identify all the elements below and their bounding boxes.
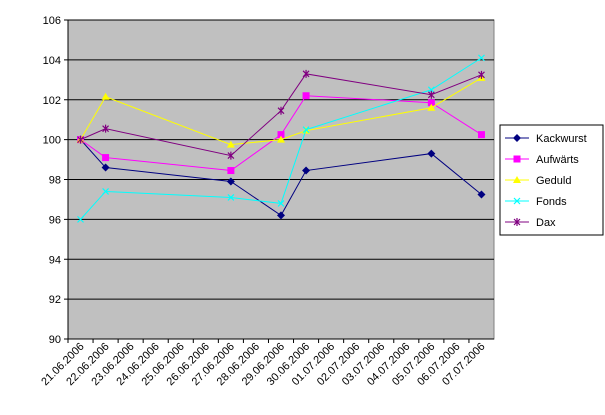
marker bbox=[427, 90, 435, 99]
y-tick-label: 104 bbox=[43, 55, 61, 67]
y-tick-label: 100 bbox=[43, 135, 61, 147]
marker bbox=[227, 151, 235, 160]
legend-label: Dax bbox=[536, 217, 556, 229]
marker bbox=[513, 155, 521, 163]
marker bbox=[226, 140, 235, 148]
marker bbox=[478, 70, 485, 79]
y-tick-label: 98 bbox=[49, 175, 61, 187]
marker bbox=[302, 69, 310, 78]
legend-label: Fonds bbox=[536, 196, 567, 208]
legend-label: Geduld bbox=[536, 175, 571, 187]
marker bbox=[277, 106, 285, 115]
marker bbox=[478, 54, 485, 62]
legend-label: Aufwärts bbox=[536, 154, 579, 166]
marker bbox=[302, 126, 310, 134]
marker bbox=[277, 200, 285, 207]
marker bbox=[277, 135, 285, 143]
marker bbox=[513, 197, 521, 205]
legend: Kackwurst Aufwärts Geduld Fonds Dax bbox=[499, 124, 604, 236]
marker bbox=[427, 86, 435, 94]
marker bbox=[227, 167, 235, 175]
y-tick-label: 92 bbox=[49, 294, 61, 306]
marker bbox=[77, 135, 84, 144]
marker bbox=[102, 124, 110, 133]
y-tick-label: 94 bbox=[49, 254, 61, 266]
y-tick-label: 106 bbox=[43, 15, 61, 27]
marker bbox=[226, 177, 235, 186]
y-tick-label: 102 bbox=[43, 95, 61, 107]
marker bbox=[427, 103, 436, 111]
marker bbox=[277, 211, 285, 220]
marker bbox=[513, 134, 521, 142]
legend-label: Kackwurst bbox=[536, 133, 587, 145]
marker bbox=[277, 131, 285, 139]
marker bbox=[302, 92, 310, 100]
marker bbox=[102, 154, 110, 162]
marker bbox=[101, 92, 110, 100]
marker bbox=[101, 163, 110, 172]
marker bbox=[427, 99, 435, 107]
marker bbox=[513, 176, 521, 183]
marker bbox=[227, 194, 235, 201]
y-tick-label: 90 bbox=[49, 334, 61, 346]
marker bbox=[477, 190, 486, 199]
marker bbox=[513, 218, 521, 226]
marker bbox=[302, 166, 311, 175]
marker bbox=[77, 215, 84, 223]
marker bbox=[427, 149, 436, 158]
y-tick-label: 96 bbox=[49, 214, 61, 226]
marker bbox=[477, 131, 485, 139]
marker bbox=[102, 188, 110, 195]
